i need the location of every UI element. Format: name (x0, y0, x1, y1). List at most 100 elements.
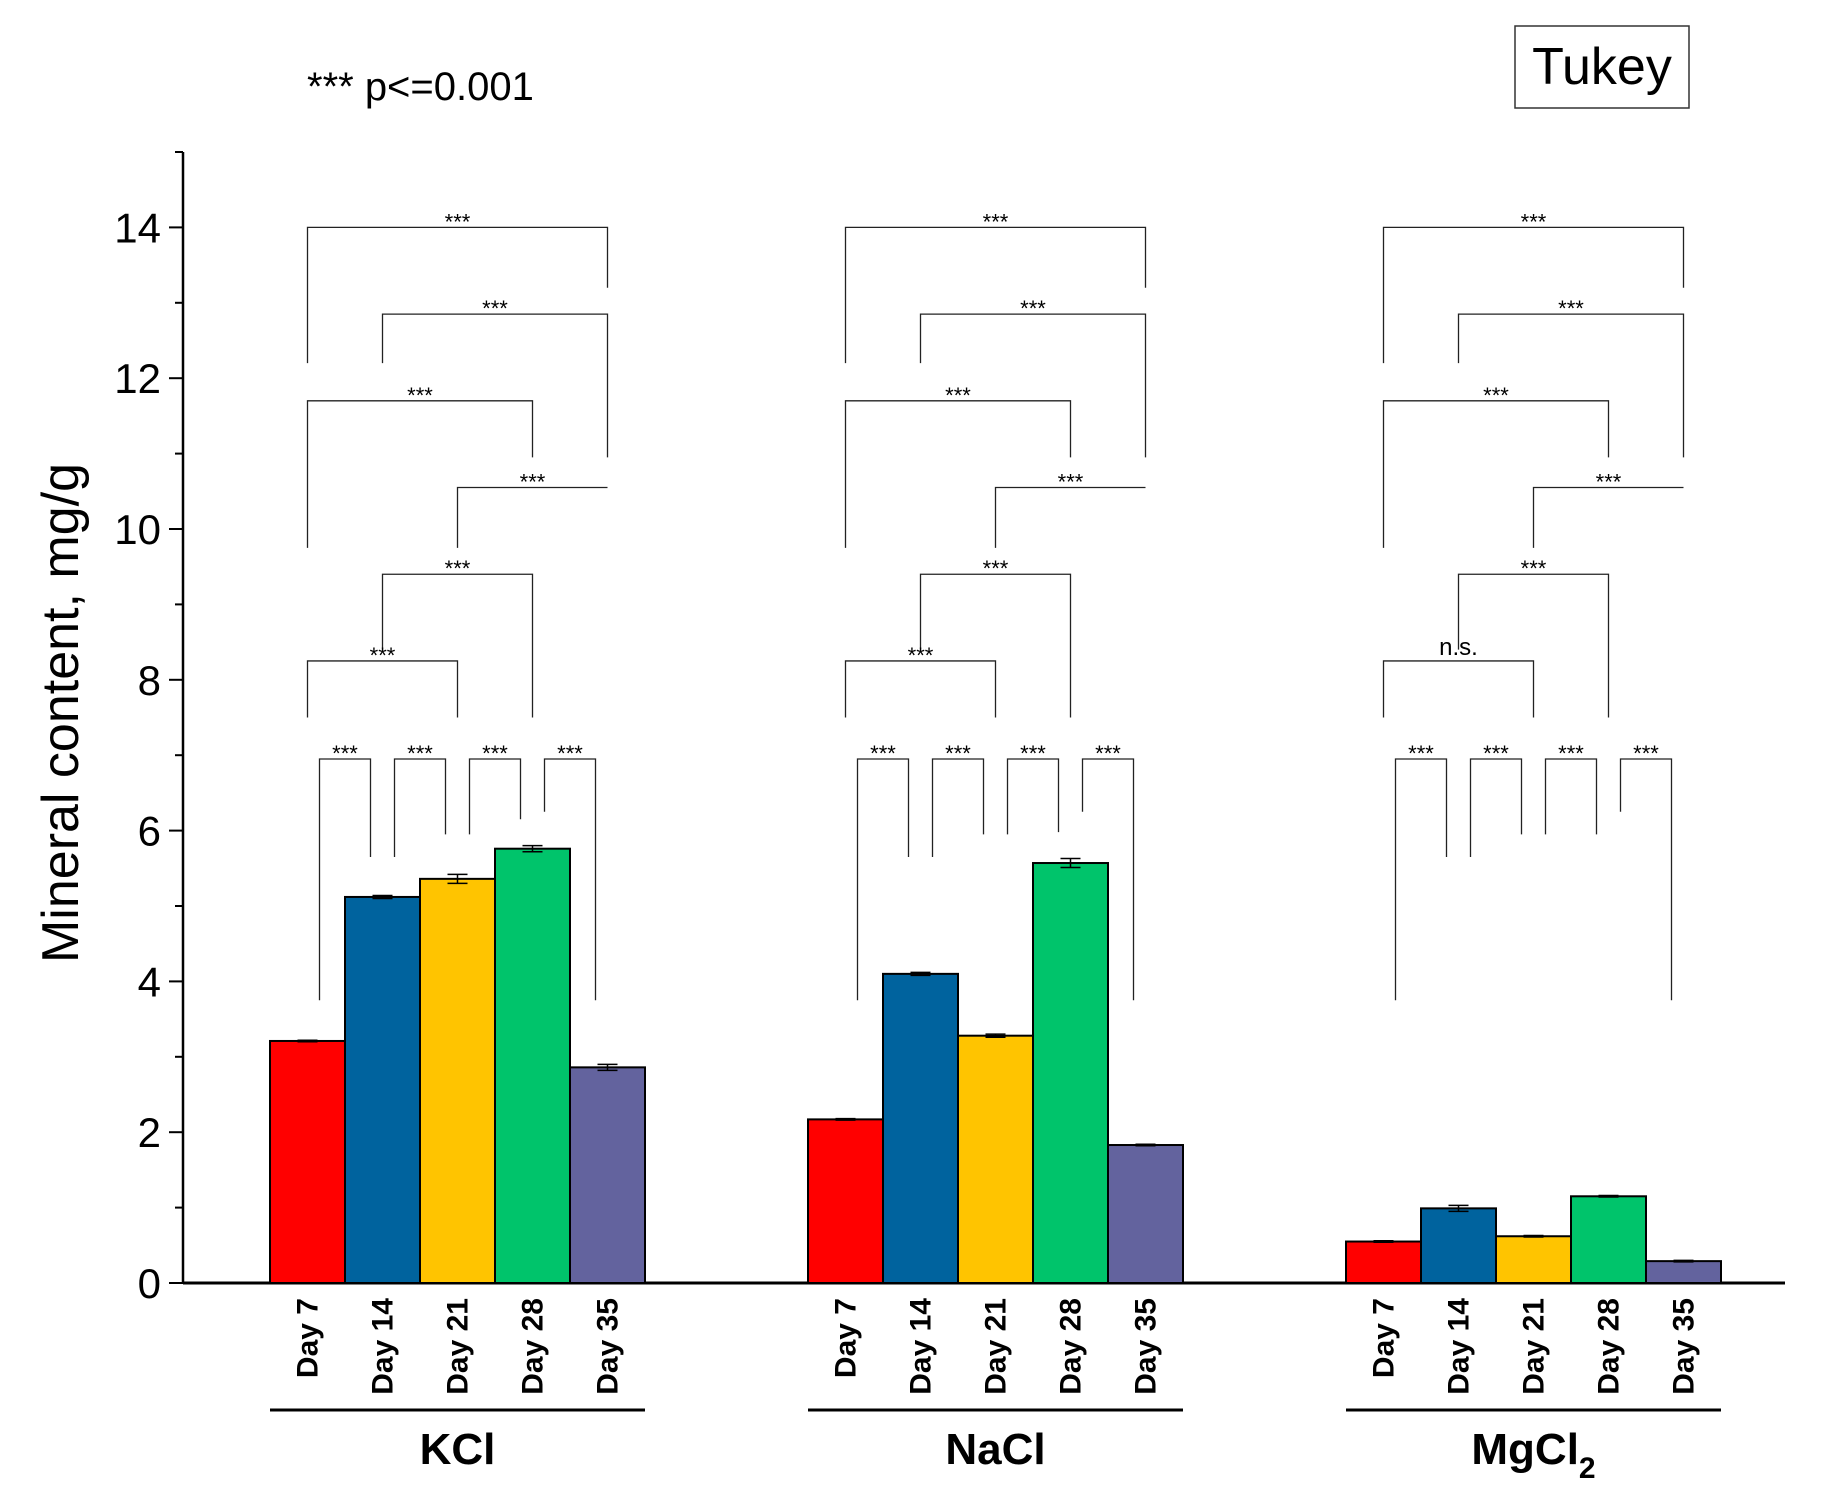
y-tick-label: 12 (114, 355, 161, 402)
significance-label: *** (945, 383, 971, 408)
y-tick-label: 4 (138, 958, 161, 1005)
legend-box: Tukey (1514, 25, 1690, 109)
bar-mgcl2-day-14 (1420, 1207, 1497, 1284)
bar-nacl-day-14 (882, 972, 959, 1284)
significance-bracket (1382, 226, 1685, 364)
significance-bracket (1394, 758, 1448, 1001)
significance-bracket (318, 758, 372, 1001)
significance-label: *** (332, 741, 358, 766)
significance-label: *** (983, 556, 1009, 581)
x-tick-label: Day 28 (517, 1298, 550, 1395)
significance-label: *** (1483, 741, 1509, 766)
bar-kcl-day-21 (419, 877, 496, 1285)
significance-bracket (844, 660, 997, 718)
significance-bracket (543, 758, 597, 1001)
significance-bracket (393, 758, 447, 857)
significance-label: *** (870, 741, 896, 766)
y-tick-label: 8 (138, 657, 161, 704)
significance-label: n.s. (1439, 634, 1478, 661)
significance-bracket (456, 486, 608, 548)
test-label: Tukey (1532, 38, 1672, 96)
significance-label: *** (1020, 741, 1046, 766)
bar-nacl-day-35 (1107, 1144, 1184, 1284)
significance-bracket (381, 313, 609, 458)
bar-mgcl2-day-35 (1645, 1260, 1722, 1285)
x-tick-label: Day 21 (980, 1298, 1013, 1395)
bar-nacl-day-7 (807, 1118, 884, 1284)
bar-kcl-day-14 (344, 895, 421, 1285)
significance-bracket (1382, 660, 1535, 718)
significance-label: *** (557, 741, 583, 766)
significance-bracket (381, 573, 534, 718)
significance-bracket (919, 573, 1072, 718)
group-label: NaCl (945, 1425, 1045, 1474)
significance-bracket (1457, 573, 1610, 718)
significance-bracket (1081, 758, 1135, 1001)
significance-bracket (1006, 758, 1060, 835)
legend-box-frame (1514, 25, 1690, 109)
x-tick-label: Day 7 (292, 1298, 325, 1378)
significance-label: *** (370, 643, 396, 668)
significance-label: *** (1558, 296, 1584, 321)
significance-bracket (1382, 400, 1610, 548)
bar-mgcl2-day-28 (1570, 1195, 1647, 1285)
significance-bracket (306, 400, 534, 548)
significance-bracket (1619, 758, 1673, 1001)
y-tick-label: 14 (114, 204, 161, 251)
bar-nacl-day-21 (957, 1034, 1034, 1284)
significance-brackets: *** *** *** *** *** *** *** *** *** *** *** *** *** *… (306, 209, 1685, 1001)
y-axis-label: Mineral content, mg/g (32, 463, 90, 963)
x-tick-label: Day 28 (1593, 1298, 1626, 1395)
x-tick-label: Day 35 (592, 1298, 625, 1395)
significance-label: *** (520, 470, 546, 495)
significance-bracket (994, 486, 1146, 548)
significance-bracket (844, 400, 1072, 548)
y-tick-label: 0 (138, 1260, 161, 1307)
significance-bracket (1544, 758, 1598, 835)
group-label-subscript: 2 (1579, 1452, 1596, 1485)
group-label-text: NaCl (945, 1425, 1045, 1474)
significance-label: *** (407, 741, 433, 766)
significance-bracket (919, 313, 1147, 458)
y-tick-label: 2 (138, 1109, 161, 1156)
significance-bracket (1457, 313, 1685, 458)
bar-kcl-day-7 (269, 1039, 346, 1284)
significance-label: *** (908, 643, 934, 668)
significance-note: *** p<=0.001 (307, 65, 534, 109)
group-label: KCl (420, 1425, 496, 1474)
y-tick-label: 10 (114, 506, 161, 553)
x-tick-label: Day 28 (1055, 1298, 1088, 1395)
significance-label: *** (983, 209, 1009, 234)
significance-bracket (1469, 758, 1523, 857)
bar-kcl-day-28 (494, 847, 571, 1284)
bar-kcl-day-35 (569, 1066, 646, 1284)
x-tick-label: Day 21 (442, 1298, 475, 1395)
x-tick-label: Day 14 (905, 1298, 938, 1395)
significance-label: *** (1095, 741, 1121, 766)
significance-label: *** (482, 741, 508, 766)
significance-label: *** (1020, 296, 1046, 321)
significance-label: *** (407, 383, 433, 408)
bar-mgcl2-day-21 (1495, 1235, 1572, 1284)
significance-label: *** (1633, 741, 1659, 766)
significance-bracket (468, 758, 522, 835)
y-tick-label: 6 (138, 808, 161, 855)
group-label: MgCl2 (1471, 1425, 1595, 1485)
x-tick-label: Day 7 (1368, 1298, 1401, 1378)
x-tick-label: Day 14 (367, 1298, 400, 1395)
significance-label: *** (1558, 741, 1584, 766)
significance-label: *** (1521, 209, 1547, 234)
significance-bracket (844, 226, 1147, 364)
significance-label: *** (445, 209, 471, 234)
significance-label: *** (1596, 470, 1622, 495)
significance-bracket (856, 758, 910, 1001)
x-tick-label: Day 21 (1518, 1298, 1551, 1395)
significance-label: *** (1408, 741, 1434, 766)
group-label-text: KCl (420, 1425, 496, 1474)
bar-mgcl2-day-7 (1345, 1240, 1422, 1285)
significance-label: *** (482, 296, 508, 321)
significance-bracket (306, 660, 459, 718)
significance-label: *** (945, 741, 971, 766)
bar-nacl-day-28 (1032, 862, 1109, 1284)
